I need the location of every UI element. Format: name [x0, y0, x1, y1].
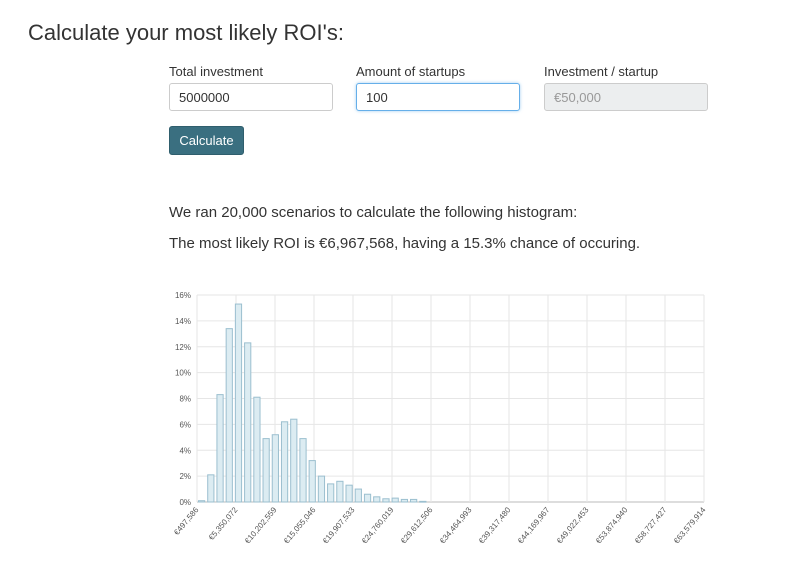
total-investment-input[interactable] [169, 83, 333, 111]
x-tick-label: €24,760,019 [360, 505, 396, 545]
y-tick-label: 2% [179, 472, 191, 481]
x-tick-label: €497,586 [172, 505, 201, 537]
y-tick-label: 10% [175, 369, 191, 378]
amount-of-startups-label: Amount of startups [356, 64, 466, 79]
total-investment-label: Total investment [169, 64, 263, 79]
investment-per-startup-label: Investment / startup [544, 64, 659, 79]
histogram-bar [391, 497, 399, 503]
x-tick-label: €29,612,506 [399, 505, 435, 545]
histogram-bar [216, 394, 224, 503]
y-tick-label: 6% [179, 420, 191, 429]
histogram-bar [382, 498, 390, 503]
histogram-bar [234, 303, 243, 503]
y-tick-label: 4% [179, 446, 191, 455]
histogram-bar [317, 475, 326, 503]
most-likely-roi-text: The most likely ROI is €6,967,568, havin… [169, 235, 641, 252]
histogram-bar [225, 328, 233, 503]
histogram-bar [419, 500, 427, 503]
histogram-bar [290, 418, 298, 503]
x-tick-label: €19,907,533 [321, 505, 357, 545]
histogram-bar [410, 498, 418, 503]
histogram-bar [400, 498, 409, 503]
amount-of-startups-field: Amount of startups [356, 64, 520, 111]
investment-per-startup-field: Investment / startup [544, 64, 708, 111]
histogram-bar [207, 474, 215, 503]
histogram-bar [198, 500, 206, 503]
histogram-bar [336, 480, 344, 503]
histogram-bar [354, 488, 362, 503]
y-tick-label: 16% [175, 291, 191, 300]
x-tick-label: €53,874,940 [594, 505, 630, 545]
histogram-bar [299, 438, 307, 503]
scenarios-text: We ran 20,000 scenarios to calculate the… [169, 204, 578, 221]
histogram-bar [244, 342, 252, 503]
investment-per-startup-input [544, 83, 708, 111]
calculate-button[interactable]: Calculate [169, 126, 244, 155]
histogram-bar [280, 421, 289, 503]
page-title: Calculate your most likely ROI's: [28, 20, 344, 45]
x-tick-label: €34,464,993 [438, 505, 474, 545]
y-tick-label: 12% [175, 343, 191, 352]
histogram-bar [308, 460, 316, 503]
histogram-bar [373, 496, 381, 503]
total-investment-field: Total investment [169, 64, 333, 111]
histogram-bar [262, 438, 270, 503]
y-tick-label: 14% [175, 317, 191, 326]
histogram-bar [363, 493, 372, 503]
x-tick-label: €39,317,480 [477, 505, 513, 545]
x-tick-label: €58,727,427 [633, 505, 669, 545]
x-tick-label: €15,055,046 [282, 505, 318, 545]
x-tick-label: €44,169,967 [516, 505, 552, 545]
x-tick-label: €49,022,453 [555, 505, 591, 545]
y-tick-label: 0% [179, 498, 191, 507]
amount-of-startups-input[interactable] [356, 83, 520, 111]
histogram-bar [327, 483, 335, 503]
y-tick-label: 8% [179, 395, 191, 404]
histogram-bar [253, 396, 261, 503]
x-tick-label: €10,202,559 [243, 505, 279, 545]
x-tick-label: €63,579,914 [672, 505, 708, 545]
histogram-bar [345, 484, 353, 503]
histogram-bar [271, 434, 279, 503]
x-tick-label: €5,350,072 [207, 505, 240, 542]
